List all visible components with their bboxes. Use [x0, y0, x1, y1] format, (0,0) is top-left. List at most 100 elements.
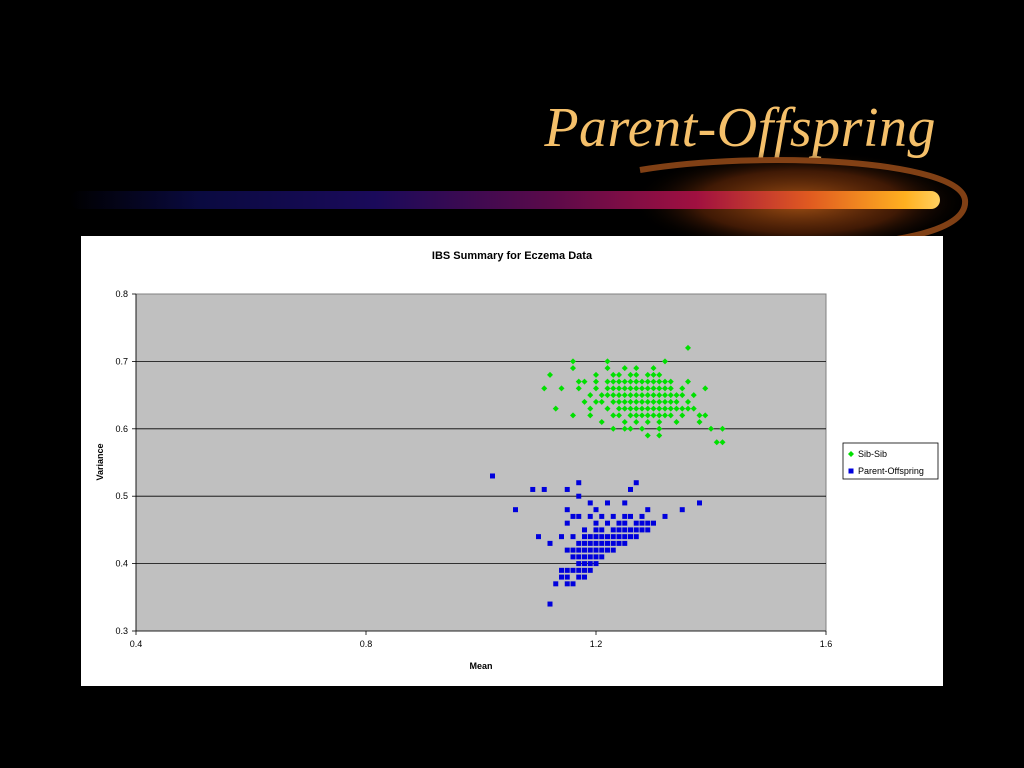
y-tick-label: 0.5 — [115, 491, 128, 501]
data-point — [644, 378, 651, 385]
data-point — [633, 392, 640, 399]
data-point — [587, 554, 593, 560]
data-point — [616, 398, 622, 405]
data-point — [604, 365, 611, 372]
data-point — [552, 405, 559, 412]
legend-box — [842, 442, 939, 480]
data-point — [673, 398, 680, 405]
data-point — [610, 371, 617, 378]
data-point — [719, 425, 726, 432]
data-point — [645, 520, 651, 526]
data-point — [582, 534, 587, 540]
data-point — [656, 398, 663, 405]
data-point — [644, 419, 651, 426]
data-point — [656, 378, 663, 385]
data-point — [593, 534, 599, 540]
data-point — [587, 405, 594, 412]
data-point — [604, 358, 611, 365]
series-sib-sib — [541, 344, 726, 446]
data-point — [582, 567, 587, 573]
data-point — [650, 371, 657, 378]
data-point — [576, 480, 582, 486]
data-point — [598, 419, 605, 426]
data-point — [650, 365, 657, 372]
data-point — [685, 378, 691, 385]
data-point — [644, 371, 651, 378]
data-point — [610, 534, 616, 540]
data-point — [644, 432, 651, 439]
data-point — [656, 425, 663, 432]
y-axis: 0.3 0.4 0.5 0.6 0.7 0.8 — [115, 289, 137, 636]
data-point — [604, 392, 611, 399]
data-point — [679, 507, 685, 513]
data-point — [599, 513, 605, 519]
data-point — [616, 405, 622, 412]
data-point — [633, 405, 640, 412]
decorative-swoosh — [70, 150, 970, 250]
data-point — [598, 398, 605, 405]
data-point — [696, 412, 703, 419]
data-point — [656, 432, 663, 439]
legend-marker — [848, 468, 854, 474]
data-point — [598, 392, 605, 399]
data-point — [576, 493, 582, 499]
data-point — [662, 378, 668, 385]
data-point — [605, 540, 610, 546]
data-point — [616, 371, 622, 378]
data-point — [570, 513, 576, 519]
data-point — [616, 540, 622, 546]
data-point — [627, 392, 634, 399]
data-point — [593, 398, 599, 405]
slide-title: Parent-Offspring — [544, 97, 936, 159]
scatter-chart: IBS Summary for Eczema Data 0.30.40.50.6… — [95, 250, 939, 671]
data-point — [513, 507, 518, 513]
data-point — [541, 486, 547, 492]
data-point — [622, 540, 628, 546]
data-point — [644, 392, 651, 399]
data-point — [679, 392, 686, 399]
data-point — [576, 540, 582, 546]
data-point — [547, 371, 553, 378]
legend-label: Sib-Sib — [858, 449, 887, 459]
data-point — [610, 398, 617, 405]
data-point — [673, 405, 680, 412]
data-point — [570, 567, 576, 573]
data-point — [581, 398, 588, 405]
data-point — [633, 378, 640, 385]
data-point — [633, 527, 639, 533]
data-point — [696, 419, 703, 426]
data-point — [702, 412, 709, 419]
data-point — [604, 385, 611, 392]
data-point — [627, 425, 634, 432]
data-point — [564, 507, 570, 513]
data-point — [604, 405, 611, 412]
data-point — [621, 419, 628, 426]
data-point — [570, 358, 576, 365]
data-point — [570, 554, 576, 560]
data-point — [593, 554, 599, 560]
data-point — [673, 419, 680, 426]
data-point — [639, 520, 645, 526]
data-point — [633, 520, 639, 526]
data-point — [610, 513, 616, 519]
data-point — [610, 392, 617, 399]
data-point — [633, 365, 640, 372]
data-point — [564, 486, 570, 492]
data-point — [593, 520, 599, 526]
data-point — [662, 412, 668, 419]
x-axis-label: Mean — [469, 661, 492, 671]
data-point — [627, 378, 634, 385]
data-point — [570, 534, 576, 540]
data-point — [656, 385, 663, 392]
x-tick-label: 0.8 — [360, 639, 373, 649]
data-point — [593, 385, 599, 392]
data-point — [644, 405, 651, 412]
data-point — [605, 500, 610, 506]
data-point — [662, 513, 668, 519]
data-point — [644, 398, 651, 405]
chart-panel: IBS Summary for Eczema Data 0.3 0.4 0.5 0.6… — [81, 236, 943, 686]
data-point — [621, 378, 628, 385]
data-point — [627, 405, 634, 412]
data-point — [656, 405, 663, 412]
data-point — [605, 534, 610, 540]
